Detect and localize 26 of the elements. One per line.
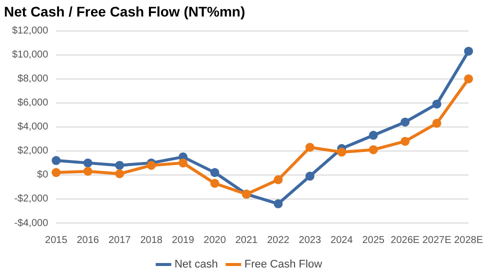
x-tick-label: 2021 xyxy=(235,234,258,246)
x-tick-label: 2025 xyxy=(362,234,385,246)
x-tick-label: 2026E xyxy=(390,234,420,246)
y-tick-label: $4,000 xyxy=(18,122,49,133)
y-tick-label: $6,000 xyxy=(18,98,49,109)
chart-title: Net Cash / Free Cash Flow (NT%mn) xyxy=(4,3,246,20)
x-tick-label: 2027E xyxy=(422,234,452,246)
x-tick-label: 2028E xyxy=(454,234,484,246)
x-tick-label: 2016 xyxy=(76,234,100,246)
y-tick-label: $10,000 xyxy=(12,50,49,61)
y-tick-label: -$4,000 xyxy=(14,218,49,229)
y-tick-label: $12,000 xyxy=(12,26,49,37)
x-tick-label: 2024 xyxy=(330,234,354,246)
legend-label: Net cash xyxy=(174,258,218,271)
x-tick-label: 2022 xyxy=(267,234,290,246)
x-tick-label: 2018 xyxy=(140,234,163,246)
x-tick-label: 2017 xyxy=(108,234,132,246)
y-tick-label: $2,000 xyxy=(18,146,49,157)
y-tick-label: $0 xyxy=(37,170,49,181)
y-tick-label: -$2,000 xyxy=(14,194,49,205)
x-tick-label: 2019 xyxy=(172,234,195,246)
y-tick-label: $8,000 xyxy=(18,74,49,85)
x-tick-label: 2015 xyxy=(45,234,68,246)
x-tick-label: 2023 xyxy=(298,234,322,246)
x-tick-label: 2020 xyxy=(204,234,226,246)
legend-label: Free Cash Flow xyxy=(244,258,322,271)
